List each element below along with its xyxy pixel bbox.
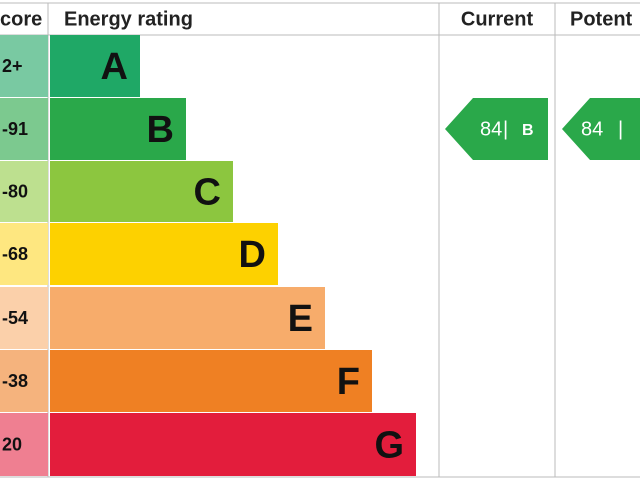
rating-letter: A: [101, 46, 128, 88]
score-cell: [0, 161, 48, 222]
potential-value: 84: [581, 118, 603, 140]
header-rating: Energy rating: [64, 8, 193, 30]
header-score: core: [0, 8, 42, 30]
rating-letter: D: [239, 234, 266, 276]
rating-letter: G: [374, 425, 404, 467]
current-value: 84: [480, 118, 502, 140]
score-cell: [0, 350, 48, 412]
current-letter: B: [522, 122, 534, 139]
score-label: -54: [2, 308, 28, 328]
potential-separator: |: [618, 118, 623, 140]
score-label: -68: [2, 244, 28, 264]
score-label: 20: [2, 434, 22, 454]
score-label: 2+: [2, 56, 23, 76]
score-cell: [0, 413, 48, 476]
rating-letter: E: [288, 298, 313, 340]
score-label: -38: [2, 371, 28, 391]
score-cell: [0, 35, 48, 97]
potential-arrow: [562, 98, 640, 160]
rating-bar: [50, 161, 233, 222]
rating-bar: [50, 287, 325, 349]
rating-bar: [50, 413, 416, 476]
rating-bar: [50, 350, 372, 412]
score-label: -80: [2, 181, 28, 201]
score-cell: [0, 223, 48, 285]
current-separator: |: [503, 118, 508, 140]
score-cell: [0, 287, 48, 349]
header-potential: Potent: [570, 8, 633, 30]
rating-letter: B: [147, 109, 174, 151]
score-cell: [0, 98, 48, 160]
rating-bar: [50, 35, 140, 97]
rating-bar: [50, 98, 186, 160]
score-label: -91: [2, 119, 28, 139]
rating-bar: [50, 223, 278, 285]
current-arrow: [445, 98, 548, 160]
header-current: Current: [461, 8, 534, 30]
rating-letter: F: [337, 361, 360, 403]
rating-letter: C: [194, 172, 221, 214]
